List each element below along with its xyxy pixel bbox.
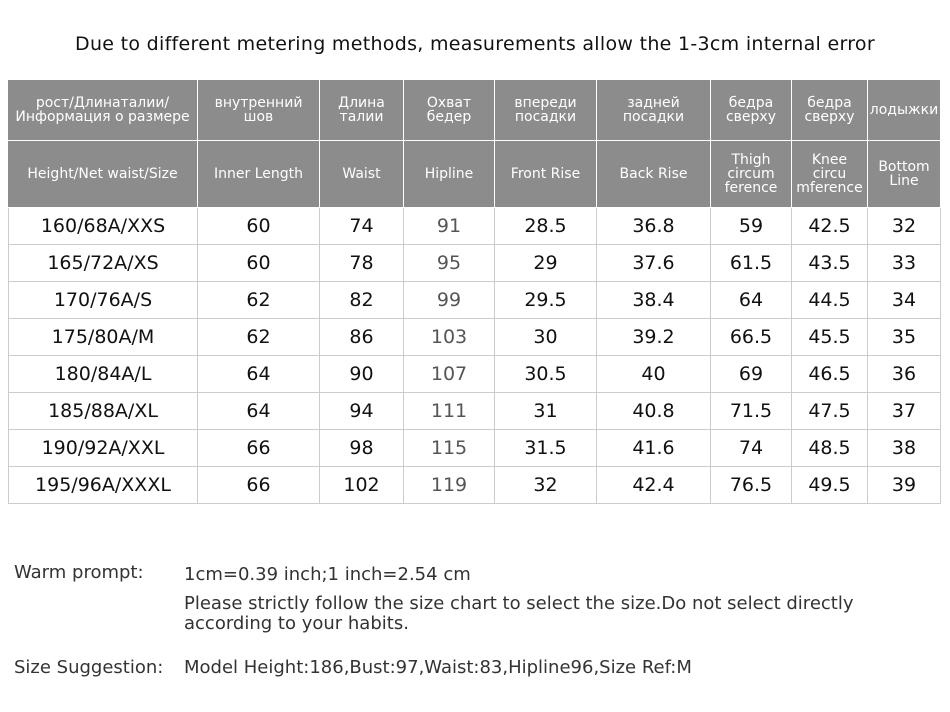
- value-cell: 66: [198, 430, 320, 467]
- value-cell: 28.5: [495, 208, 597, 245]
- value-cell: 74: [320, 208, 404, 245]
- header-cell-ru: внутренний шов: [198, 80, 320, 141]
- value-cell: 90: [320, 356, 404, 393]
- value-cell: 39.2: [597, 319, 711, 356]
- value-cell: 37.6: [597, 245, 711, 282]
- header-cell-ru: рост/Длинаталии/ Информация о размере: [8, 80, 198, 141]
- value-cell: 86: [320, 319, 404, 356]
- value-cell: 34: [868, 282, 941, 319]
- title: Due to different metering methods, measu…: [75, 33, 875, 55]
- size-suggestion-label: Size Suggestion:: [14, 657, 164, 678]
- value-cell: 31.5: [495, 430, 597, 467]
- value-cell: 98: [320, 430, 404, 467]
- value-cell: 103: [404, 319, 495, 356]
- value-cell: 38: [868, 430, 941, 467]
- value-cell: 60: [198, 208, 320, 245]
- value-cell: 30.5: [495, 356, 597, 393]
- value-cell: 69: [711, 356, 792, 393]
- value-cell: 119: [404, 467, 495, 504]
- size-cell: 195/96A/XXXL: [8, 467, 198, 504]
- value-cell: 64: [198, 356, 320, 393]
- size-cell: 165/72A/XS: [8, 245, 198, 282]
- size-cell: 170/76A/S: [8, 282, 198, 319]
- size-cell: 160/68A/XXS: [8, 208, 198, 245]
- header-cell-en: Knee circu mference: [792, 141, 868, 208]
- value-cell: 107: [404, 356, 495, 393]
- value-cell: 66.5: [711, 319, 792, 356]
- header-cell-en: Inner Length: [198, 141, 320, 208]
- header-cell-ru: Охват бедер: [404, 80, 495, 141]
- value-cell: 111: [404, 393, 495, 430]
- value-cell: 74: [711, 430, 792, 467]
- warm-prompt-line: 1cm=0.39 inch;1 inch=2.54 cm: [184, 564, 471, 585]
- value-cell: 43.5: [792, 245, 868, 282]
- warm-prompt-line: Please strictly follow the size chart to…: [184, 593, 854, 634]
- value-cell: 41.6: [597, 430, 711, 467]
- header-cell-en: Front Rise: [495, 141, 597, 208]
- value-cell: 60: [198, 245, 320, 282]
- value-cell: 64: [198, 393, 320, 430]
- value-cell: 62: [198, 282, 320, 319]
- value-cell: 62: [198, 319, 320, 356]
- size-cell: 175/80A/M: [8, 319, 198, 356]
- header-cell-en: Height/Net waist/Size: [8, 141, 198, 208]
- header-cell-en: Bottom Line: [868, 141, 941, 208]
- value-cell: 45.5: [792, 319, 868, 356]
- size-cell: 190/92A/XXL: [8, 430, 198, 467]
- value-cell: 76.5: [711, 467, 792, 504]
- value-cell: 99: [404, 282, 495, 319]
- value-cell: 59: [711, 208, 792, 245]
- value-cell: 44.5: [792, 282, 868, 319]
- value-cell: 29.5: [495, 282, 597, 319]
- header-cell-ru: бедра сверху: [792, 80, 868, 141]
- value-cell: 78: [320, 245, 404, 282]
- value-cell: 66: [198, 467, 320, 504]
- header-cell-ru: Длина талии: [320, 80, 404, 141]
- header-cell-en: Waist: [320, 141, 404, 208]
- value-cell: 40.8: [597, 393, 711, 430]
- value-cell: 48.5: [792, 430, 868, 467]
- value-cell: 61.5: [711, 245, 792, 282]
- header-cell-ru: бедра сверху: [711, 80, 792, 141]
- value-cell: 36: [868, 356, 941, 393]
- warm-prompt-label: Warm prompt:: [14, 562, 144, 583]
- value-cell: 38.4: [597, 282, 711, 319]
- header-cell-en: Thigh circum ference: [711, 141, 792, 208]
- value-cell: 49.5: [792, 467, 868, 504]
- value-cell: 31: [495, 393, 597, 430]
- value-cell: 64: [711, 282, 792, 319]
- value-cell: 95: [404, 245, 495, 282]
- value-cell: 29: [495, 245, 597, 282]
- value-cell: 39: [868, 467, 941, 504]
- size-cell: 180/84A/L: [8, 356, 198, 393]
- header-cell-ru: задней посадки: [597, 80, 711, 141]
- value-cell: 91: [404, 208, 495, 245]
- header-cell-en: Hipline: [404, 141, 495, 208]
- size-cell: 185/88A/XL: [8, 393, 198, 430]
- value-cell: 30: [495, 319, 597, 356]
- value-cell: 82: [320, 282, 404, 319]
- value-cell: 36.8: [597, 208, 711, 245]
- value-cell: 46.5: [792, 356, 868, 393]
- size-suggestion-text: Model Height:186,Bust:97,Waist:83,Hiplin…: [184, 657, 692, 678]
- value-cell: 33: [868, 245, 941, 282]
- value-cell: 32: [868, 208, 941, 245]
- value-cell: 35: [868, 319, 941, 356]
- value-cell: 102: [320, 467, 404, 504]
- value-cell: 115: [404, 430, 495, 467]
- value-cell: 42.4: [597, 467, 711, 504]
- header-cell-ru: впереди посадки: [495, 80, 597, 141]
- header-cell-en: Back Rise: [597, 141, 711, 208]
- value-cell: 40: [597, 356, 711, 393]
- value-cell: 71.5: [711, 393, 792, 430]
- value-cell: 32: [495, 467, 597, 504]
- value-cell: 42.5: [792, 208, 868, 245]
- header-cell-ru: лодыжки: [868, 80, 941, 141]
- value-cell: 37: [868, 393, 941, 430]
- value-cell: 47.5: [792, 393, 868, 430]
- value-cell: 94: [320, 393, 404, 430]
